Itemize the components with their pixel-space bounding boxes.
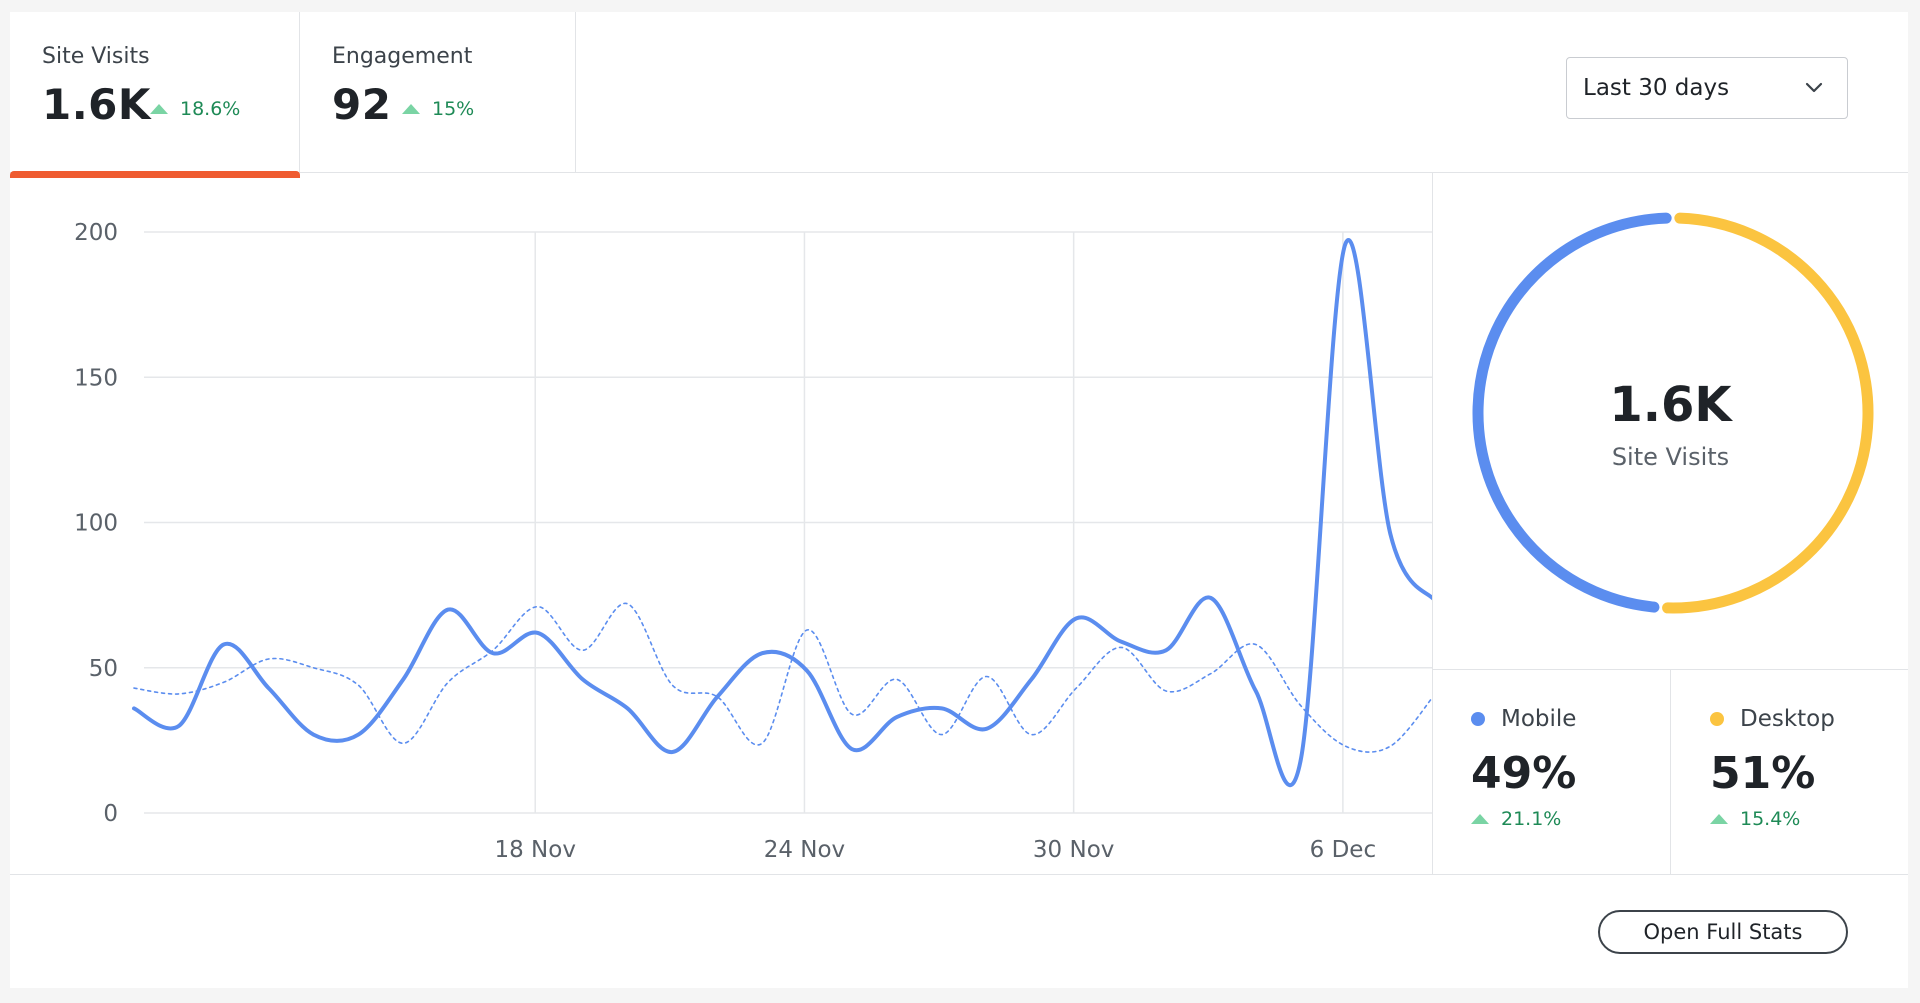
device-donut-chart — [1472, 212, 1874, 614]
mobile-stat: Mobile 49% 21.1% — [1433, 670, 1671, 874]
x-tick-label: 6 Dec — [1310, 837, 1376, 863]
y-tick-label: 50 — [89, 656, 118, 682]
open-full-stats-button[interactable]: Open Full Stats — [1598, 910, 1848, 954]
y-tick-label: 200 — [74, 220, 118, 246]
mobile-legend-dot — [1471, 712, 1485, 726]
arrow-up-icon — [402, 104, 420, 114]
date-range-select[interactable]: Last 30 days — [1566, 57, 1848, 119]
tab-engagement[interactable]: Engagement 92 15% — [300, 12, 576, 172]
metric-tabs: Site Visits 1.6K 18.6% Engagement 92 15%… — [10, 12, 1908, 178]
line-chart-svg: 0 50 100 150 200 18 Nov 24 Nov 30 Nov 6 Dec — [74, 220, 1432, 863]
stat-label: Desktop — [1740, 706, 1835, 732]
desktop-segment — [1662, 212, 1874, 614]
y-tick-label: 150 — [74, 365, 118, 391]
tab-value: 1.6K — [42, 80, 151, 129]
stat-label: Mobile — [1501, 706, 1577, 732]
stat-value: 51% — [1710, 748, 1816, 799]
stat-delta: 15.4% — [1710, 808, 1800, 830]
x-tick-label: 30 Nov — [1033, 837, 1114, 863]
previous-period-line — [133, 602, 1432, 753]
tab-site-visits[interactable]: Site Visits 1.6K 18.6% — [10, 12, 300, 178]
stat-head: Mobile — [1471, 706, 1576, 732]
x-tick-label: 24 Nov — [764, 837, 845, 863]
tab-value: 92 — [332, 80, 392, 129]
donut-total-label: Site Visits — [1611, 443, 1730, 471]
x-tick-label: 18 Nov — [494, 837, 575, 863]
stat-delta: 21.1% — [1471, 808, 1561, 830]
y-tick-label: 0 — [103, 801, 118, 827]
current-period-line — [132, 238, 1432, 788]
chevron-down-icon — [1805, 82, 1823, 93]
tab-delta-value: 18.6% — [180, 98, 241, 120]
tab-label: Site Visits — [42, 44, 150, 69]
tab-label: Engagement — [332, 44, 473, 69]
desktop-stat: Desktop 51% 15.4% — [1672, 670, 1908, 874]
date-range-value: Last 30 days — [1583, 75, 1730, 101]
tab-delta-value: 15% — [432, 98, 475, 120]
visits-line-chart: 0 50 100 150 200 18 Nov 24 Nov 30 Nov 6 Dec — [10, 173, 1433, 874]
arrow-up-icon — [150, 104, 168, 114]
arrow-up-icon — [1710, 814, 1728, 824]
stat-head: Desktop — [1710, 706, 1835, 732]
donut-total-value: 1.6K — [1609, 377, 1732, 433]
y-tick-label: 100 — [74, 511, 118, 537]
stats-card: Site Visits 1.6K 18.6% Engagement 92 15%… — [10, 12, 1908, 988]
tab-delta: 18.6% — [150, 98, 240, 120]
desktop-legend-dot — [1710, 712, 1724, 726]
stat-delta-value: 15.4% — [1740, 808, 1801, 830]
footer-divider — [10, 874, 1908, 875]
active-tab-indicator — [10, 171, 300, 178]
mobile-segment — [1472, 212, 1672, 613]
stat-value: 49% — [1471, 748, 1577, 799]
donut-panel: 1.6K Site Visits — [1433, 173, 1908, 670]
tab-delta: 15% — [402, 98, 474, 120]
arrow-up-icon — [1471, 814, 1489, 824]
stat-delta-value: 21.1% — [1501, 808, 1562, 830]
